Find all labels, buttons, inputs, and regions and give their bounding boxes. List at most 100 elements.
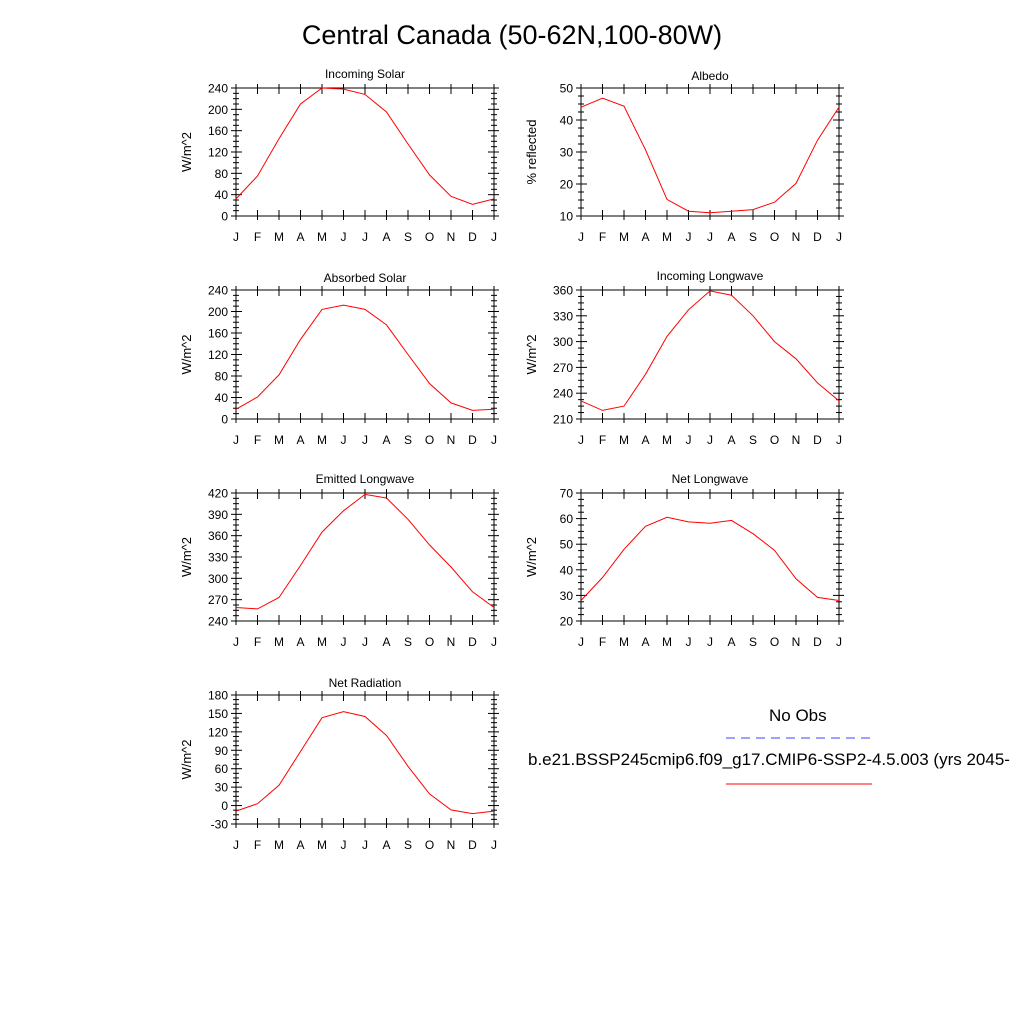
x-tick-label: J [233,433,239,447]
x-tick-label: J [491,230,497,244]
x-tick-label: M [317,230,327,244]
x-tick-label: A [641,635,649,649]
x-tick-label: A [727,230,735,244]
x-tick-label: O [425,838,434,852]
y-tick-label: 40 [215,391,229,405]
x-tick-label: D [468,230,477,244]
x-tick-label: N [792,433,801,447]
x-tick-label: J [362,635,368,649]
x-tick-label: J [362,230,368,244]
x-tick-label: S [404,230,412,244]
plot-frame [235,694,495,825]
y-tick-label: 240 [553,387,573,401]
x-tick-label: O [425,433,434,447]
y-tick-label: 40 [560,563,574,577]
x-tick-label: N [447,230,456,244]
x-tick-label: A [382,635,390,649]
y-tick-label: 90 [215,744,229,758]
x-tick-label: J [233,230,239,244]
series-line [235,493,495,610]
y-tick-label: 390 [208,508,228,522]
y-tick-label: 300 [553,335,573,349]
plot-frame [580,87,840,217]
plot-frame [580,289,840,420]
x-tick-label: D [813,635,822,649]
x-tick-label: J [707,635,713,649]
y-tick-label: 160 [208,327,228,341]
series-line [235,304,495,411]
x-tick-label: J [341,838,347,852]
x-tick-label: A [727,635,735,649]
y-axis-label: W/m^2 [524,334,539,374]
x-tick-label: J [341,230,347,244]
x-tick-label: O [425,635,434,649]
y-axis-label: W/m^2 [179,739,194,779]
y-tick-label: 270 [208,593,228,607]
panel-title-albedo: Albedo [691,69,729,83]
x-tick-label: J [491,635,497,649]
x-tick-label: M [662,433,672,447]
y-axis-label: W/m^2 [179,537,194,577]
panel-title-net-radiation: Net Radiation [328,676,402,690]
x-tick-label: A [382,433,390,447]
x-tick-label: S [749,635,757,649]
x-tick-label: D [468,635,477,649]
y-tick-label: 40 [215,188,229,202]
y-tick-label: 330 [553,309,573,323]
y-tick-label: 240 [208,284,228,298]
panel-title-incoming-solar: Incoming Solar [324,67,406,81]
y-tick-label: 200 [208,103,228,117]
x-tick-label: J [578,433,584,447]
x-tick-label: M [619,433,629,447]
y-tick-label: 240 [208,82,228,96]
y-tick-label: 0 [221,210,228,224]
x-tick-label: J [491,433,497,447]
x-tick-label: M [662,230,672,244]
plot-frame [580,492,840,622]
y-tick-label: 360 [208,529,228,543]
x-tick-label: J [836,635,842,649]
legend-obs-label: No Obs [769,706,827,725]
x-tick-label: A [727,433,735,447]
x-tick-label: J [341,433,347,447]
y-tick-label: 240 [208,615,228,629]
y-tick-label: 80 [215,370,229,384]
y-tick-label: 60 [560,512,574,526]
x-tick-label: A [641,433,649,447]
y-tick-label: 200 [208,305,228,319]
panel-title-net-longwave: Net Longwave [671,472,749,486]
x-tick-label: F [599,635,606,649]
y-tick-label: 50 [560,538,574,552]
x-tick-label: J [362,433,368,447]
x-tick-label: A [296,433,304,447]
y-tick-label: 10 [560,210,574,224]
y-tick-label: 120 [208,348,228,362]
y-tick-label: 50 [560,82,574,96]
x-tick-label: M [317,838,327,852]
y-tick-label: 60 [215,762,229,776]
x-tick-label: M [274,635,284,649]
x-tick-label: N [792,635,801,649]
x-tick-label: A [641,230,649,244]
y-tick-label: 80 [215,167,229,181]
x-tick-label: F [254,433,261,447]
x-tick-label: F [254,838,261,852]
x-tick-label: F [254,230,261,244]
y-tick-label: 120 [208,725,228,739]
x-tick-label: F [254,635,261,649]
y-tick-label: 40 [560,114,574,128]
x-tick-label: M [619,635,629,649]
panel-title-absorbed-solar: Absorbed Solar [323,271,407,285]
x-tick-label: S [404,433,412,447]
x-tick-label: O [770,433,779,447]
page-title: Central Canada (50-62N,100-80W) [301,20,723,50]
y-tick-label: 270 [553,361,573,375]
x-tick-label: D [813,230,822,244]
x-tick-label: S [749,433,757,447]
x-tick-label: S [404,838,412,852]
y-tick-label: 0 [221,799,228,813]
